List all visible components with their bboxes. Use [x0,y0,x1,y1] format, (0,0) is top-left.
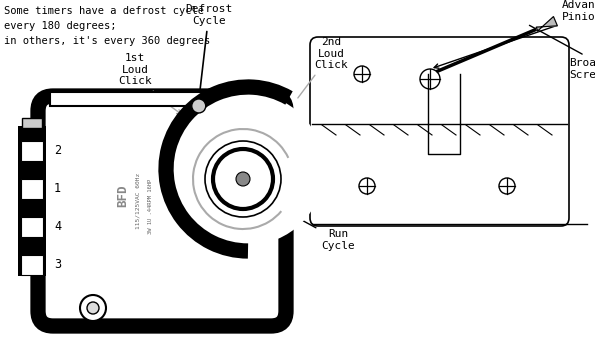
Text: 1: 1 [54,182,61,195]
Text: 1st
Loud
Click: 1st Loud Click [118,53,181,114]
Text: 3W 1U .44RPM 16HP: 3W 1U .44RPM 16HP [148,178,152,234]
Text: 2nd
Loud
Click: 2nd Loud Click [298,37,348,98]
Circle shape [87,302,99,314]
Text: 3: 3 [54,258,61,272]
Bar [21,141,43,161]
Polygon shape [536,17,558,31]
Circle shape [172,93,324,245]
Circle shape [236,172,250,186]
Circle shape [205,141,281,217]
Bar [22,118,42,128]
Text: Some timers have a defrost cycle
every 180 degrees;
in others, it's every 360 de: Some timers have a defrost cycle every 1… [4,6,210,46]
Text: Run
Cycle: Run Cycle [267,201,355,250]
Circle shape [213,149,273,209]
Circle shape [80,295,106,321]
Circle shape [192,99,206,113]
Text: Broad-tipped
Screwdriver: Broad-tipped Screwdriver [530,25,595,80]
Text: Defrost
Cycle: Defrost Cycle [185,4,233,96]
Text: 4: 4 [54,221,61,233]
FancyBboxPatch shape [38,96,286,326]
Text: BFD: BFD [117,185,130,207]
Bar [21,217,43,237]
Text: Advancement
Pinion: Advancement Pinion [434,0,595,68]
Text: 115/125VAC 60Hz: 115/125VAC 60Hz [136,173,140,229]
Bar [50,92,205,106]
FancyBboxPatch shape [310,37,569,226]
Bar [21,179,43,199]
Bar [21,255,43,275]
Bar [18,126,46,276]
Text: 2: 2 [54,145,61,158]
